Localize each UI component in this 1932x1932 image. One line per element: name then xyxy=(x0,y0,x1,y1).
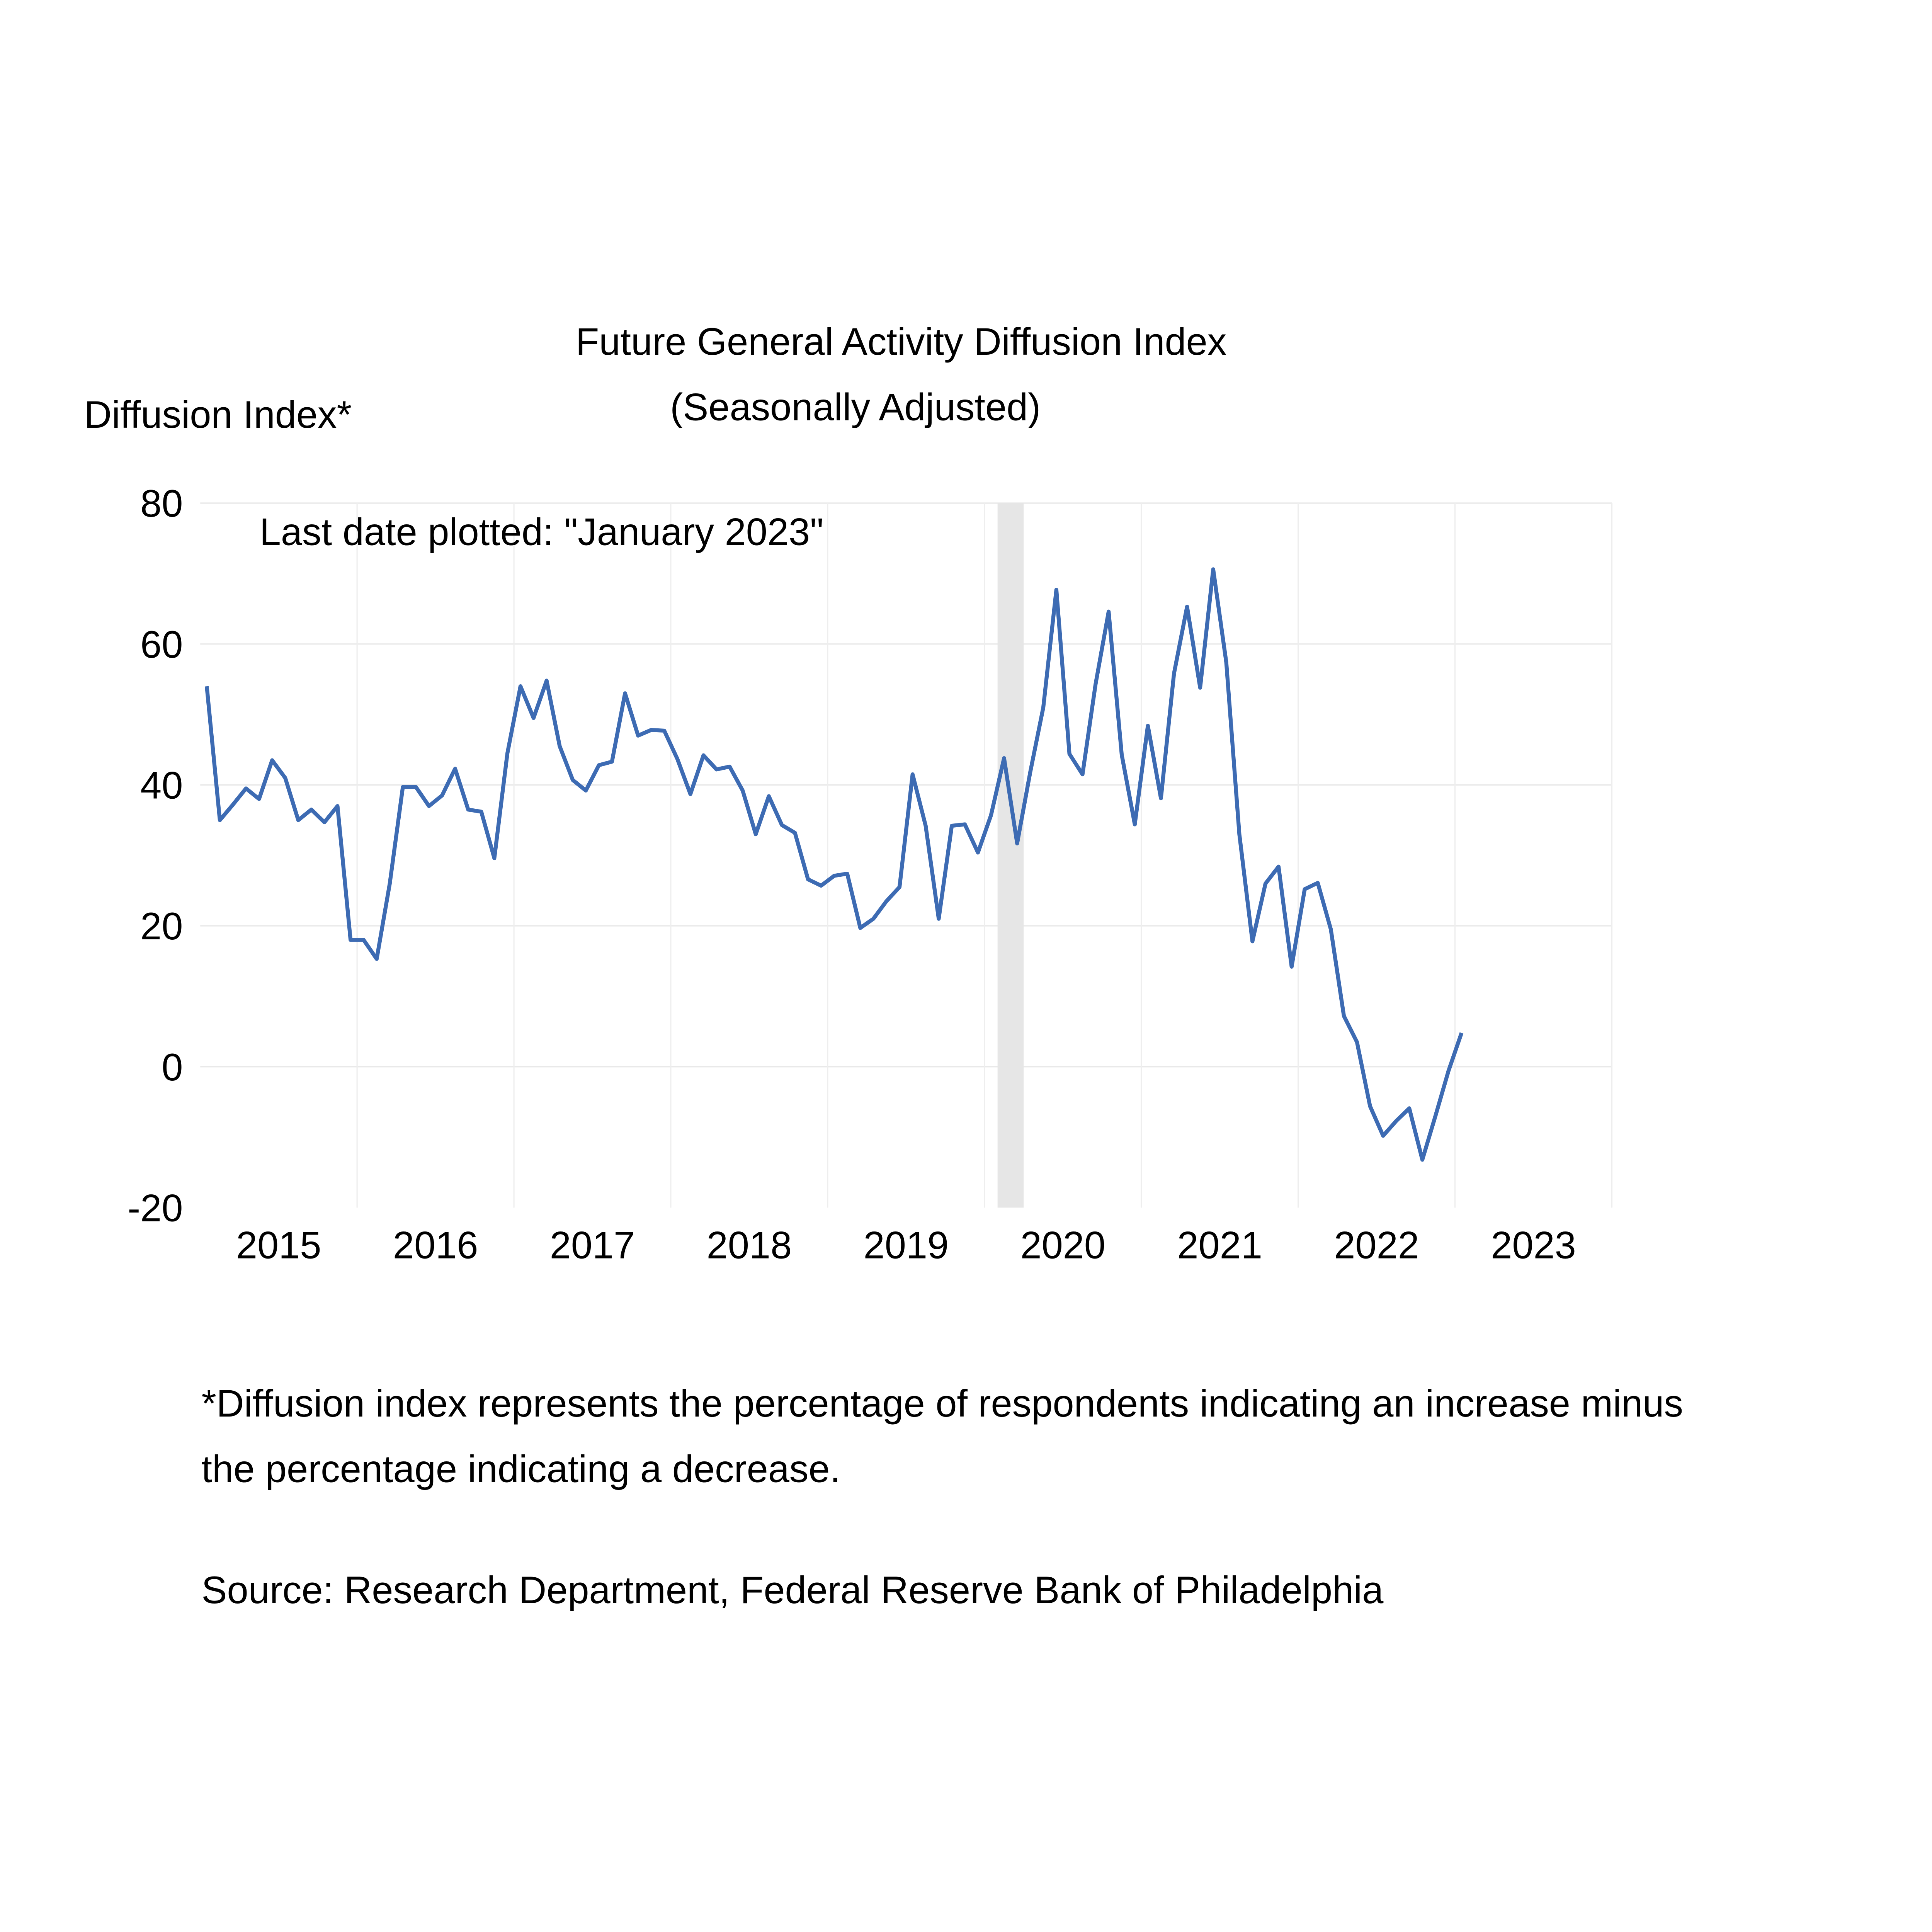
y-tick-label: 0 xyxy=(162,1046,183,1089)
y-tick-label: 20 xyxy=(140,905,183,948)
data-point xyxy=(1200,687,1201,688)
data-point xyxy=(716,769,717,770)
y-tick-label: 80 xyxy=(140,482,183,525)
data-point xyxy=(494,858,495,859)
last-date-annotation: Last date plotted: "January 2023" xyxy=(260,511,824,554)
x-axis-ticks: 2015 2016 2017 2018 2019 2020 2021 2022 2023 xyxy=(236,1224,1576,1267)
data-point xyxy=(873,918,874,919)
x-tick-label: 2022 xyxy=(1334,1224,1419,1267)
data-point xyxy=(1252,941,1253,942)
footnote-line-2: the percentage indicating a decrease. xyxy=(201,1448,840,1491)
source-note: Source: Research Department, Federal Res… xyxy=(201,1569,1384,1612)
gridlines xyxy=(200,502,1613,1208)
data-point xyxy=(1265,883,1266,884)
footnote-line-1: *Diffusion index represents the percenta… xyxy=(201,1382,1683,1425)
data-point xyxy=(1134,824,1135,825)
x-tick-label: 2020 xyxy=(1020,1224,1105,1267)
y-tick-label: 60 xyxy=(140,623,183,666)
plot-area xyxy=(205,567,1464,1162)
x-tick-label: 2019 xyxy=(864,1224,949,1267)
x-tick-label: 2015 xyxy=(236,1224,321,1267)
data-point xyxy=(912,774,913,775)
y-axis-ticks: 80 60 40 20 0 -20 xyxy=(128,482,183,1230)
data-point xyxy=(1239,834,1240,835)
chart-title: Future General Activity Diffusion Index xyxy=(576,320,1227,363)
data-point xyxy=(389,883,390,884)
data-point xyxy=(1291,966,1292,967)
x-tick-label: 2016 xyxy=(393,1224,478,1267)
x-tick-label: 2021 xyxy=(1177,1224,1262,1267)
y-tick-label: -20 xyxy=(128,1187,183,1230)
data-point xyxy=(324,822,325,823)
data-point xyxy=(1409,1108,1410,1109)
series-line xyxy=(205,567,1464,1162)
x-tick-label: 2018 xyxy=(707,1224,792,1267)
chart-subtitle: (Seasonally Adjusted) xyxy=(670,386,1041,429)
data-point xyxy=(1082,774,1083,775)
data-point xyxy=(520,686,521,687)
y-tick-label: 40 xyxy=(140,764,183,807)
recession-bar xyxy=(997,503,1024,1208)
y-axis-label: Diffusion Index* xyxy=(84,393,352,436)
x-tick-label: 2023 xyxy=(1491,1224,1576,1267)
data-point xyxy=(546,680,547,681)
x-tick-label: 2017 xyxy=(550,1224,635,1267)
recession-shading xyxy=(997,503,1024,1208)
